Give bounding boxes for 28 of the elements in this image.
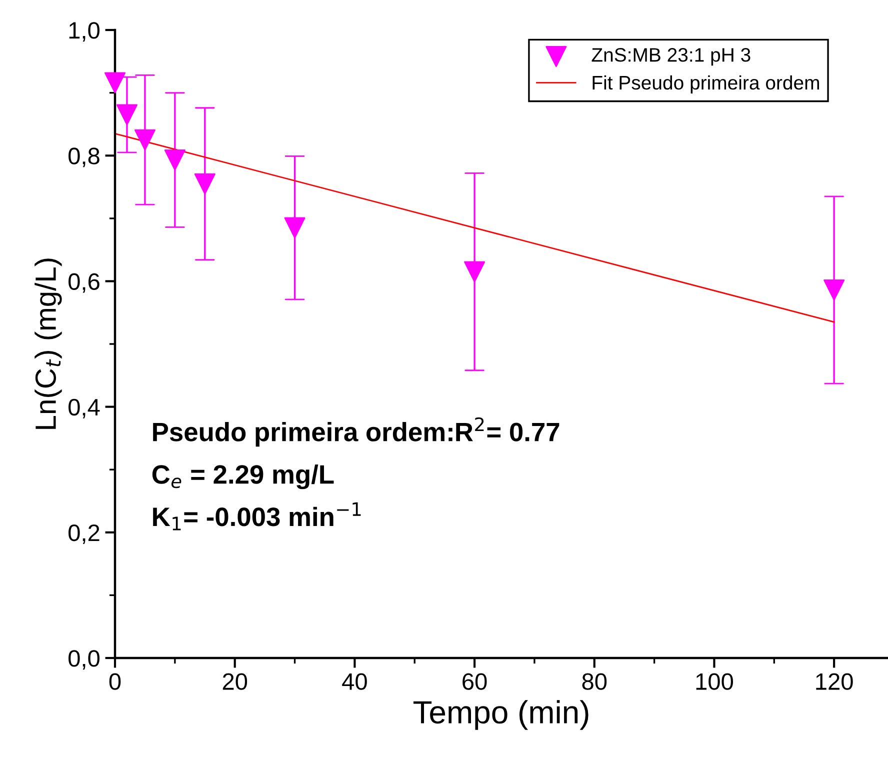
- point: [464, 261, 486, 282]
- legend-label: ZnS:MB 23:1 pH 3: [592, 48, 750, 66]
- annotation: K$_{1}$= -0.003 min$^{−1}$: [153, 502, 361, 530]
- point: [104, 72, 126, 94]
- x-tick-label: 80: [582, 673, 607, 690]
- y-tick-label: 1,0: [69, 22, 100, 42]
- point: [824, 279, 845, 301]
- y-tick-label: 0,8: [68, 148, 100, 168]
- y-tick-label: 0,6: [68, 273, 100, 293]
- y-axis-title: Ln(C$_{t}$) (mg/L): [34, 258, 62, 429]
- x-tick-label: 60: [462, 673, 487, 690]
- point: [194, 173, 216, 194]
- point: [134, 129, 156, 150]
- point: [284, 217, 306, 238]
- y-tick-label: 0,2: [68, 524, 100, 544]
- x-tick-label: 100: [696, 673, 733, 690]
- legend-label: Fit Pseudo primeira ordem: [592, 75, 819, 94]
- annotation: Pseudo primeira ordem:R$^{2}$= 0.77: [153, 417, 560, 447]
- x-axis-title: Tempo (min): [413, 700, 588, 730]
- point: [116, 104, 138, 126]
- x-tick-label: 0: [109, 673, 121, 690]
- x-tick-label: 20: [222, 673, 248, 690]
- y-tick-label: 0,4: [68, 398, 100, 418]
- x-tick-label: 40: [342, 673, 367, 690]
- x-tick-label: 120: [816, 673, 853, 690]
- point: [164, 149, 186, 171]
- annotation: C$_{e}$ = 2.29 mg/L: [152, 464, 334, 490]
- y-tick-label: 0,0: [68, 650, 100, 670]
